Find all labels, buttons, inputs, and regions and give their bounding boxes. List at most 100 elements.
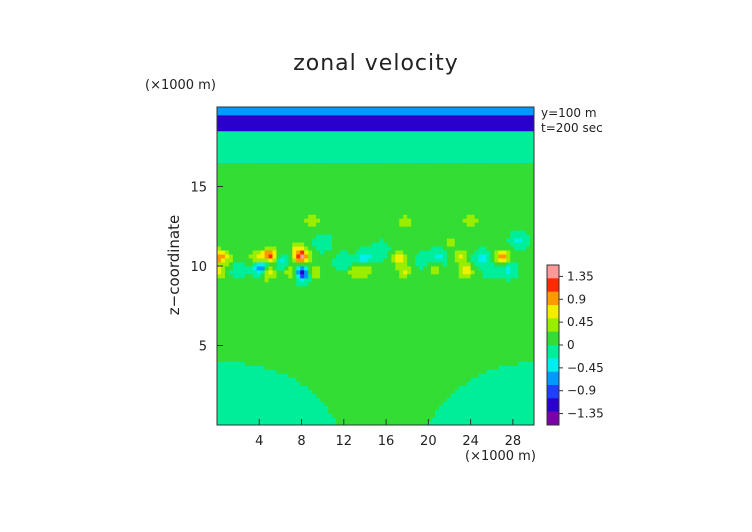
heatmap-cell [498,421,503,426]
heatmap-cell [280,273,285,279]
heatmap-cell [264,190,269,195]
heatmap-cell [347,417,353,422]
heatmap-cell [343,250,349,255]
heatmap-cell [486,238,491,243]
heatmap-cell [419,301,424,307]
heatmap-cell [419,218,424,223]
heatmap-cell [343,397,349,402]
heatmap-cell [403,397,408,402]
heatmap-cell [387,325,392,331]
heatmap-cell [284,385,289,390]
heatmap-cell [280,369,285,374]
heatmap-cell [323,214,329,219]
heatmap-cell [474,317,479,323]
heatmap-cell [502,309,507,315]
heatmap-cell [490,309,495,315]
heatmap-cell [462,369,468,374]
heatmap-cell [419,389,424,394]
heatmap-cell [474,337,479,342]
heatmap-cell [446,369,452,374]
heatmap-cell [474,381,479,386]
heatmap-cell [498,317,503,323]
heatmap-cell [343,242,349,247]
heatmap-cell [427,385,432,390]
heatmap-cell [494,361,499,366]
heatmap-cell [383,178,388,183]
heatmap-cell [252,234,258,239]
heatmap-cell [276,349,281,354]
heatmap-cell [486,214,491,219]
heatmap-cell [308,269,313,275]
heatmap-cell [526,178,531,183]
heatmap-cell [434,214,440,219]
heatmap-cell [351,258,357,263]
heatmap-cell [494,202,499,207]
heatmap-cell [434,305,440,311]
heatmap-cell [363,405,368,410]
heatmap-cell [438,421,444,426]
heatmap-cell [522,262,527,267]
heatmap-cell [411,194,416,199]
heatmap-cell [526,301,531,307]
heatmap-cell [320,262,325,267]
heatmap-cell [351,317,357,323]
heatmap-cell [407,381,412,386]
heatmap-cell [280,421,285,426]
heatmap-cell [244,269,250,275]
heatmap-cell [232,289,238,295]
heatmap-cell [335,246,341,251]
heatmap-cell [327,329,333,334]
heatmap-cell [308,301,313,307]
heatmap-cell [379,254,384,259]
heatmap-cell [284,289,289,295]
heatmap-cell [351,218,357,223]
heatmap-cell [280,301,285,307]
heatmap-cell [383,329,388,334]
heatmap-cell [232,389,238,394]
heatmap-cell [339,409,345,414]
heatmap-cell [391,417,396,422]
heatmap-cell [260,413,265,418]
heatmap-cell [296,417,301,422]
heatmap-cell [506,273,511,279]
heatmap-cell [260,178,265,183]
heatmap-cell [522,242,527,247]
heatmap-cell [474,321,479,327]
heatmap-cell [304,409,309,414]
heatmap-cell [434,289,440,295]
heatmap-cell [323,369,329,374]
heatmap-cell [359,421,365,426]
heatmap-cell [359,258,365,263]
heatmap-cell [236,405,242,410]
heatmap-cell [335,421,341,426]
heatmap-cell [220,357,226,362]
heatmap-cell [371,305,376,311]
heatmap-cell [411,305,416,311]
heatmap-cell [375,198,380,203]
heatmap-cell [415,305,420,311]
heatmap-cell [272,365,277,370]
y-unit-label: (×1000 m) [145,78,216,93]
heatmap-cell [224,174,230,179]
heatmap-cell [300,397,305,402]
heatmap-cell [474,305,479,311]
heatmap-cell [224,186,230,191]
heatmap-cell [276,202,281,207]
heatmap-cell [391,254,396,259]
heatmap-cell [228,269,234,275]
heatmap-cell [351,226,357,231]
heatmap-cell [522,285,527,291]
heatmap-cell [403,301,408,307]
heatmap-cell [522,309,527,315]
heatmap-cell [419,269,424,275]
heatmap-cell [339,305,345,311]
heatmap-cell [438,178,444,183]
heatmap-cell [490,353,495,358]
heatmap-cell [367,389,372,394]
heatmap-cell [510,405,515,410]
heatmap-cell [403,190,408,195]
heatmap-cell [284,281,289,287]
heatmap-cell [260,218,265,223]
heatmap-cell [371,321,376,327]
heatmap-cell [415,242,420,247]
